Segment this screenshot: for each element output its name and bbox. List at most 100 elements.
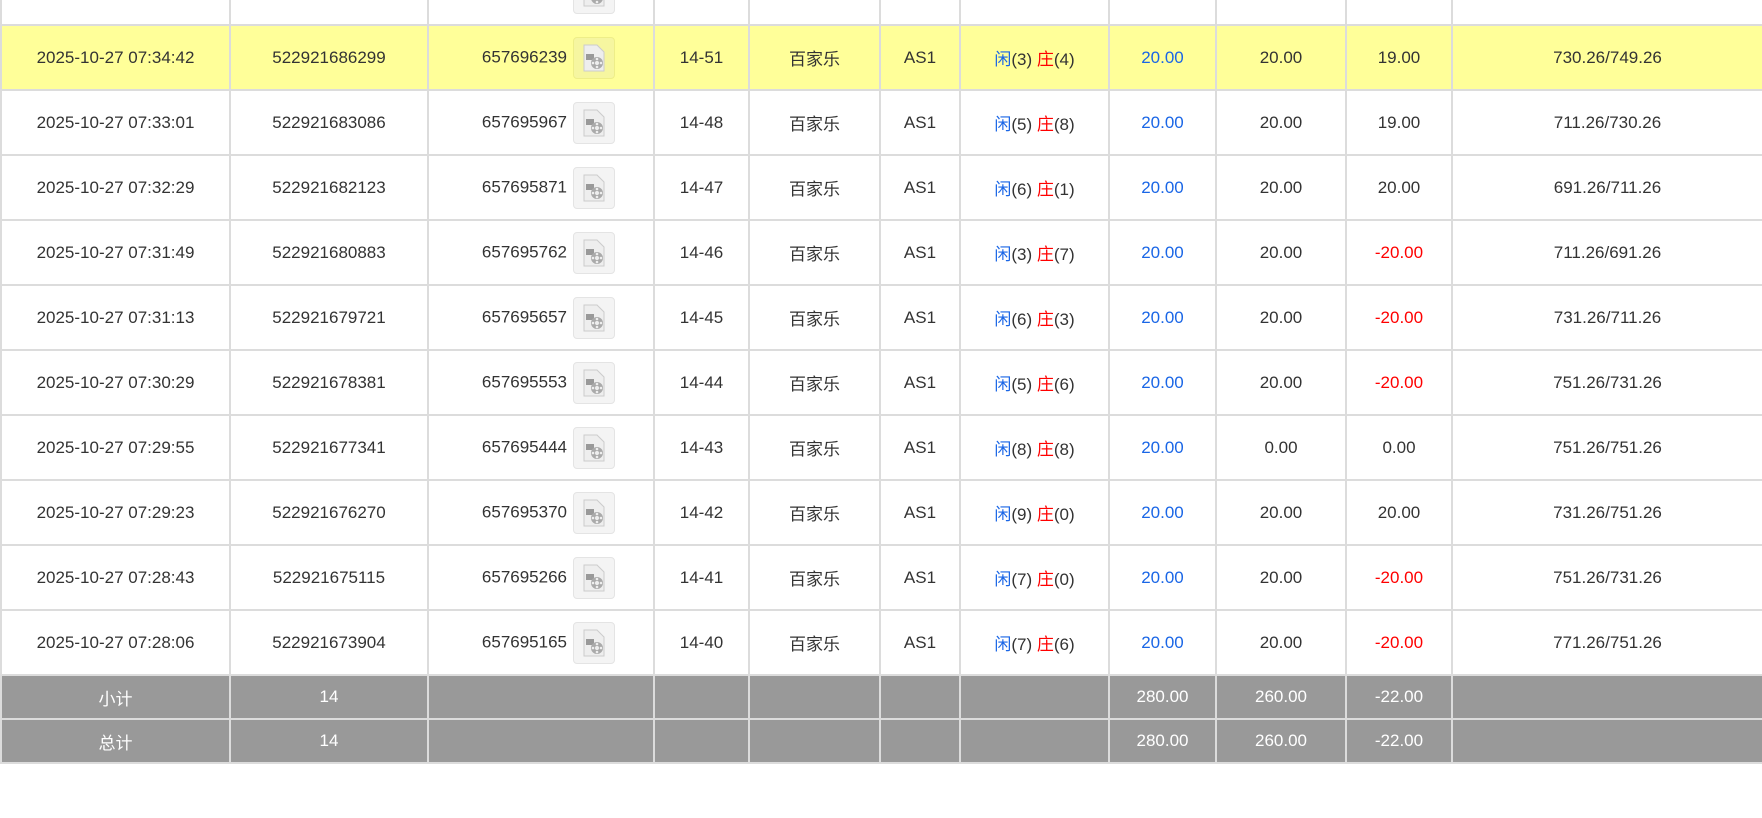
bet-id: 522921680883 xyxy=(229,219,429,286)
banker-score: (3) xyxy=(1053,310,1075,329)
bet-records-table: 2025-10-27 07:34:42 522921686299 6576962… xyxy=(0,0,1762,764)
table-row-partial xyxy=(0,0,1762,26)
result-cell: 闲(8) 庄(8) xyxy=(959,414,1110,481)
bet-time: 2025-10-27 07:28:06 xyxy=(0,609,231,676)
balance: 771.26/751.26 xyxy=(1451,609,1762,676)
table-row: 2025-10-27 07:32:29 522921682123 6576958… xyxy=(0,154,1762,221)
player-score: (5) xyxy=(1011,375,1033,394)
video-replay-icon[interactable] xyxy=(573,231,615,274)
video-replay-icon[interactable] xyxy=(573,426,615,469)
balance: 751.26/731.26 xyxy=(1451,544,1762,611)
balance: 711.26/691.26 xyxy=(1451,219,1762,286)
result-cell: 闲(7) 庄(0) xyxy=(959,544,1110,611)
banker-score: (6) xyxy=(1053,375,1075,394)
player-score: (9) xyxy=(1011,505,1033,524)
player-label: 闲 xyxy=(994,245,1012,264)
video-replay-icon[interactable] xyxy=(573,0,615,14)
player-score: (6) xyxy=(1011,310,1033,329)
video-replay-icon[interactable] xyxy=(573,101,615,144)
summary-label: 小计 xyxy=(0,674,231,720)
balance: 751.26/751.26 xyxy=(1451,414,1762,481)
player-score: (3) xyxy=(1011,50,1033,69)
win-amount: 19.00 xyxy=(1345,89,1453,156)
game-name: 百家乐 xyxy=(748,414,881,481)
round-cell: 657695967 xyxy=(427,89,655,156)
table-row: 2025-10-27 07:28:43 522921675115 6576952… xyxy=(0,544,1762,611)
table-name: AS1 xyxy=(879,479,961,546)
round-id: 657695165 xyxy=(481,631,567,651)
video-replay-icon[interactable] xyxy=(573,166,615,209)
valid-amount: 20.00 xyxy=(1215,349,1347,416)
round-id: 657695553 xyxy=(481,371,567,391)
table-name: AS1 xyxy=(879,24,961,91)
win-amount: 20.00 xyxy=(1345,154,1453,221)
shoe-round: 14-46 xyxy=(653,219,750,286)
banker-label: 庄 xyxy=(1036,115,1054,134)
balance: 731.26/711.26 xyxy=(1451,284,1762,351)
round-id: 657695657 xyxy=(481,306,567,326)
shoe-round: 14-41 xyxy=(653,544,750,611)
balance: 730.26/749.26 xyxy=(1451,24,1762,91)
table-row: 2025-10-27 07:31:13 522921679721 6576956… xyxy=(0,284,1762,351)
summary-count: 14 xyxy=(229,674,429,720)
balance: 731.26/751.26 xyxy=(1451,479,1762,546)
round-id: 657695967 xyxy=(481,111,567,131)
summary-row: 总计 14 280.00 260.00 -22.00 xyxy=(0,718,1762,764)
banker-label: 庄 xyxy=(1036,375,1054,394)
result-cell: 闲(3) 庄(7) xyxy=(959,219,1110,286)
bet-amount: 20.00 xyxy=(1108,544,1217,611)
shoe-round: 14-48 xyxy=(653,89,750,156)
bet-time: 2025-10-27 07:29:55 xyxy=(0,414,231,481)
banker-label: 庄 xyxy=(1036,635,1054,654)
shoe-round: 14-45 xyxy=(653,284,750,351)
player-score: (6) xyxy=(1011,180,1033,199)
bet-amount: 20.00 xyxy=(1108,479,1217,546)
table-name: AS1 xyxy=(879,349,961,416)
player-label: 闲 xyxy=(994,115,1012,134)
shoe-round: 14-51 xyxy=(653,24,750,91)
video-replay-icon[interactable] xyxy=(573,621,615,664)
table-name: AS1 xyxy=(879,284,961,351)
table-row: 2025-10-27 07:30:29 522921678381 6576955… xyxy=(0,349,1762,416)
bet-amount: 20.00 xyxy=(1108,609,1217,676)
video-replay-icon[interactable] xyxy=(573,296,615,339)
game-name: 百家乐 xyxy=(748,89,881,156)
bet-amount: 20.00 xyxy=(1108,24,1217,91)
shoe-round: 14-47 xyxy=(653,154,750,221)
win-amount: -20.00 xyxy=(1345,219,1453,286)
bet-amount: 20.00 xyxy=(1108,219,1217,286)
shoe-round: 14-42 xyxy=(653,479,750,546)
player-score: (7) xyxy=(1011,570,1033,589)
win-amount: -20.00 xyxy=(1345,609,1453,676)
banker-score: (0) xyxy=(1053,505,1075,524)
player-label: 闲 xyxy=(994,310,1012,329)
banker-score: (6) xyxy=(1053,635,1075,654)
valid-amount: 20.00 xyxy=(1215,609,1347,676)
round-cell: 657696239 xyxy=(427,24,655,91)
round-cell: 657695657 xyxy=(427,284,655,351)
video-replay-icon[interactable] xyxy=(573,491,615,534)
round-id: 657695370 xyxy=(481,501,567,521)
round-cell: 657695370 xyxy=(427,479,655,546)
bet-time: 2025-10-27 07:30:29 xyxy=(0,349,231,416)
round-cell: 657695871 xyxy=(427,154,655,221)
result-cell: 闲(9) 庄(0) xyxy=(959,479,1110,546)
table-name: AS1 xyxy=(879,219,961,286)
player-label: 闲 xyxy=(994,375,1012,394)
banker-score: (1) xyxy=(1053,180,1075,199)
summary-win: -22.00 xyxy=(1345,718,1453,764)
bet-id: 522921676270 xyxy=(229,479,429,546)
video-replay-icon[interactable] xyxy=(573,36,615,79)
bet-time: 2025-10-27 07:31:13 xyxy=(0,284,231,351)
valid-amount: 20.00 xyxy=(1215,24,1347,91)
player-label: 闲 xyxy=(994,440,1012,459)
summary-valid: 260.00 xyxy=(1215,674,1347,720)
video-replay-icon[interactable] xyxy=(573,361,615,404)
valid-amount: 20.00 xyxy=(1215,89,1347,156)
bet-id: 522921673904 xyxy=(229,609,429,676)
game-name: 百家乐 xyxy=(748,24,881,91)
valid-amount: 20.00 xyxy=(1215,544,1347,611)
video-replay-icon[interactable] xyxy=(573,556,615,599)
result-cell: 闲(5) 庄(8) xyxy=(959,89,1110,156)
summary-label: 总计 xyxy=(0,718,231,764)
